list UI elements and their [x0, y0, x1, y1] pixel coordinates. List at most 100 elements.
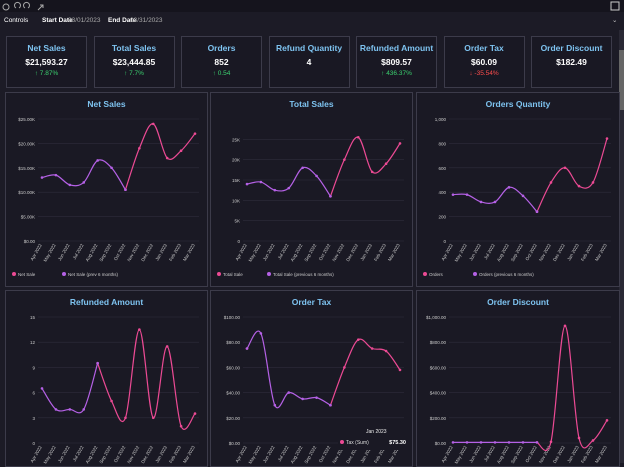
data-point [329, 403, 332, 407]
legend-label: Net Sale (prev 6 months) [68, 272, 119, 277]
data-point [40, 387, 44, 390]
chart: Order Tax $0.00 $20.00 $40.00 $60.00 $80.00 $1… [224, 297, 408, 465]
data-point [138, 146, 141, 150]
legend-swatch [473, 272, 477, 276]
x-tick-label: May 2022 [454, 445, 468, 465]
y-tick-label: $10.00K [18, 190, 35, 195]
legend-label: Net Sale [18, 272, 36, 277]
chart-panel: Refunded Amount 0 3 6 9 12 15 Apr 2022 May 2022 J… [5, 290, 208, 467]
data-point [451, 441, 455, 444]
x-tick-label: Sep 2022 [98, 243, 112, 263]
data-point [465, 441, 469, 444]
data-point [563, 324, 567, 328]
x-tick-label: Feb 2023 [580, 445, 594, 464]
data-point [535, 210, 539, 214]
x-tick-label: Dec 2022 [345, 243, 359, 263]
chart-title: Order Tax [292, 297, 332, 307]
data-point [343, 158, 346, 161]
tooltip-value: $75.30 [389, 440, 406, 446]
data-point [535, 441, 539, 444]
x-tick-label: Oct 2022 [113, 445, 127, 464]
legend-swatch [423, 272, 427, 276]
y-tick-label: $400.00 [430, 391, 447, 396]
data-point [124, 188, 127, 192]
x-tick-label: Apr 2022 [440, 445, 454, 464]
series-line [41, 159, 126, 191]
data-point [40, 176, 44, 179]
legend-label: Total Sale (previous 6 months) [273, 272, 334, 277]
data-point [54, 408, 58, 411]
x-tick-label: Aug 2022 [496, 243, 510, 263]
collapse-icon[interactable]: ⌄ [612, 17, 618, 24]
kpi-change: ↑ 7.7% [124, 70, 144, 77]
x-tick-label: Apr 2022 [29, 445, 43, 464]
chart: Orders Quantity 0 200 400 600 800 1,000 Apr 202… [423, 99, 611, 277]
kpi-card: Total Sales $23,444.85 ↑ 7.7% [93, 36, 175, 88]
chart-title: Orders Quantity [486, 99, 551, 109]
data-point [96, 159, 99, 162]
series-line [329, 338, 401, 406]
kpi-value: $809.57 [381, 57, 412, 67]
kpi-title: Net Sales [27, 43, 66, 53]
data-point [370, 347, 374, 350]
data-point [193, 132, 197, 135]
data-point [605, 137, 609, 140]
tooltip-box [338, 426, 408, 450]
y-tick-label: $0.00 [24, 239, 36, 244]
data-point [301, 166, 304, 170]
chart-title: Net Sales [87, 99, 126, 109]
legend-label: Total Sale [223, 272, 243, 277]
y-tick-label: $1,000.00 [426, 315, 447, 320]
x-tick-label: Sep 2022 [303, 445, 317, 465]
chart-panel: Net Sales $0.00 $5.00K $10.00K $15.00K $20.00… [5, 92, 208, 287]
data-point [370, 170, 374, 174]
x-tick-label: Mar 2023 [594, 243, 608, 262]
legend-label: Orders [429, 272, 444, 277]
x-tick-label: Dec 2022 [552, 243, 566, 263]
expand-icon[interactable] [610, 1, 620, 11]
chart-title: Total Sales [289, 99, 334, 109]
kpi-title: Orders [207, 43, 236, 53]
x-tick-label: Feb 2023 [168, 243, 182, 262]
x-tick-label: Jan 2023 [359, 243, 373, 262]
chart-panel: Order Tax $0.00 $20.00 $40.00 $60.00 $80.00 $1… [210, 290, 413, 467]
scrollbar[interactable] [619, 30, 624, 463]
data-point [465, 193, 469, 196]
kpi-card: Refunded Amount $809.57 ↑ 436.37% [356, 36, 437, 88]
series-line [536, 138, 608, 212]
x-tick-label: Oct 2022 [318, 243, 332, 262]
data-point [179, 424, 183, 428]
y-tick-label: $25.00K [18, 117, 35, 122]
y-tick-label: 20K [232, 158, 240, 163]
x-tick-label: Apr 2022 [234, 445, 248, 464]
y-tick-label: $15.00K [18, 166, 35, 171]
y-tick-label: 800 [438, 141, 446, 146]
series-line [536, 325, 608, 452]
data-point [273, 188, 277, 192]
x-tick-label: Jan 2023 [566, 243, 580, 262]
x-tick-label: Nov 2022 [538, 445, 552, 465]
y-tick-label: 0 [443, 239, 446, 244]
x-tick-label: Jul 2022 [483, 445, 496, 463]
x-tick-label: Apr 2022 [29, 243, 43, 262]
x-tick-label: Aug 2022 [85, 243, 99, 263]
chart-panel: Orders Quantity 0 200 400 600 800 1,000 Apr 202… [416, 92, 620, 287]
x-tick-label: Sep 2022 [303, 243, 317, 263]
x-tick-label: Jul 2022 [72, 243, 85, 261]
series-line [246, 166, 331, 197]
kpi-title: Refunded Amount [359, 43, 434, 53]
x-tick-label: Sep 2022 [510, 243, 524, 263]
y-tick-label: 400 [438, 190, 446, 195]
x-tick-label: Dec 2022 [140, 445, 154, 465]
x-tick-label: Jan 2023 [154, 243, 168, 262]
data-point [151, 122, 155, 126]
x-tick-label: Jun 2022 [468, 445, 482, 464]
series-line [329, 136, 401, 197]
data-point [591, 181, 595, 184]
start-value[interactable]: 03/01/2023 [68, 17, 101, 24]
end-value[interactable]: 03/31/2023 [130, 17, 163, 24]
series-line [246, 330, 331, 409]
chart: Net Sales $0.00 $5.00K $10.00K $15.00K $20.00… [12, 99, 199, 277]
data-point [68, 408, 72, 411]
